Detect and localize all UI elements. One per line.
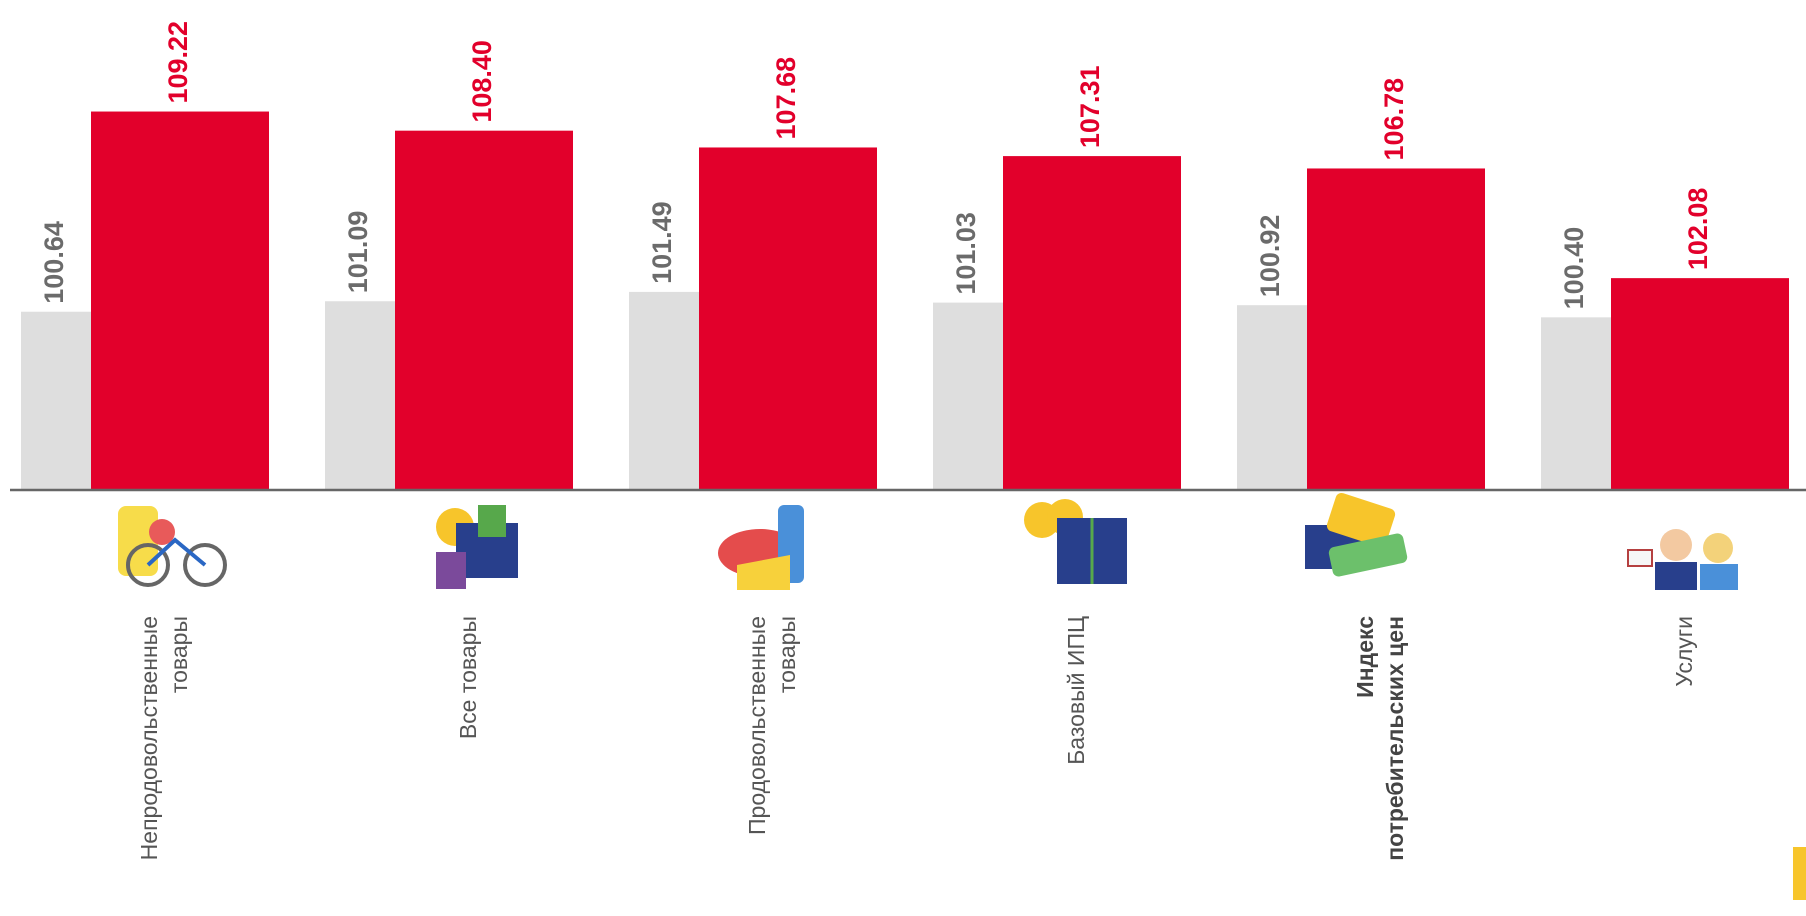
value-label: 101.09 xyxy=(343,211,373,294)
category-label: Индекс потребительских цен xyxy=(1350,616,1410,916)
bar xyxy=(1611,278,1789,490)
page: {"chart_data": {"type": "bar", "categori… xyxy=(0,0,1806,900)
value-label: 107.31 xyxy=(1075,66,1105,149)
value-label: 102.08 xyxy=(1683,188,1713,271)
category-label: Все товары xyxy=(453,616,483,916)
icon-cpi xyxy=(1305,491,1408,577)
bar xyxy=(1003,156,1181,490)
bar xyxy=(1307,168,1485,490)
bar xyxy=(91,112,269,490)
icon-core-cpi xyxy=(1024,499,1127,584)
icon-services xyxy=(1628,529,1738,590)
icon-food xyxy=(718,505,804,590)
category-label: Базовый ИПЦ xyxy=(1061,616,1091,916)
bar xyxy=(699,147,877,490)
icons xyxy=(118,491,1738,590)
value-label: 109.22 xyxy=(163,21,193,104)
value-label: 101.49 xyxy=(647,201,677,284)
value-label: 100.40 xyxy=(1559,227,1589,310)
chart: 100.64 109.22 101.09 108.40 101.49 107.68 101.… xyxy=(0,0,1806,900)
category-label: Продовольственные товары xyxy=(742,616,802,916)
icon-all-goods xyxy=(436,505,518,589)
value-label: 108.40 xyxy=(467,40,497,123)
bar xyxy=(395,131,573,490)
value-label: 107.68 xyxy=(771,57,801,140)
value-label: 100.64 xyxy=(39,221,69,304)
category-label: Услуги xyxy=(1669,616,1699,916)
corner-tab xyxy=(1793,847,1806,900)
icon-non-food xyxy=(118,506,225,585)
category-label: Непродовольственные товары xyxy=(134,616,194,916)
value-label: 106.78 xyxy=(1379,78,1409,161)
value-label: 101.03 xyxy=(951,212,981,295)
value-label: 100.92 xyxy=(1255,215,1285,298)
